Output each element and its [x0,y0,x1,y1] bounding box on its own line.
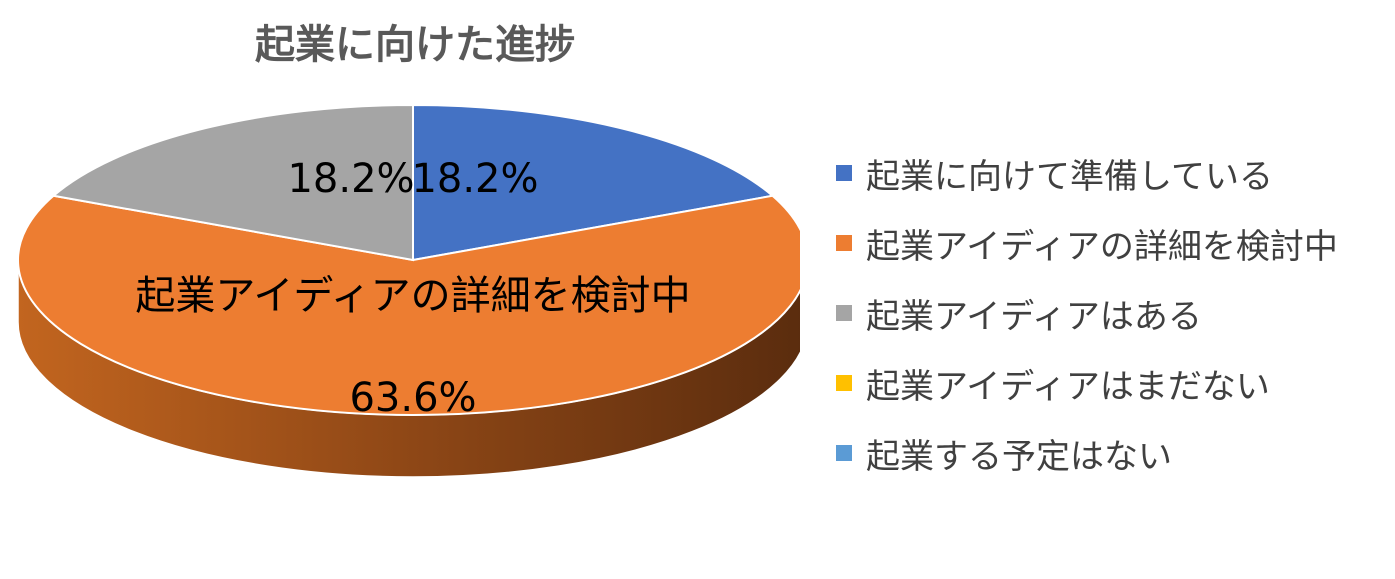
slice-percent-label: 63.6% [349,375,476,421]
legend-swatch [836,305,852,321]
legend-label: 起業アイディアはある [866,296,1202,337]
legend: 起業に向けて準備している 起業アイディアの詳細を検討中 起業アイディアはある 起… [836,138,1338,488]
data-labels: 18.2% 起業アイディアの詳細を検討中 63.6% 18.2% [135,156,690,421]
legend-swatch [836,445,852,461]
slice-percent-label: 18.2% [411,156,538,202]
legend-item[interactable]: 起業アイディアはある [836,278,1338,348]
legend-swatch [836,165,852,181]
slice-percent-label: 18.2% [287,156,414,202]
legend-label: 起業アイディアはまだない [866,366,1270,407]
legend-item[interactable]: 起業アイディアの詳細を検討中 [836,208,1338,278]
legend-label: 起業する予定はない [866,436,1172,477]
legend-label: 起業アイディアの詳細を検討中 [866,226,1338,267]
legend-item[interactable]: 起業に向けて準備している [836,138,1338,208]
pie-chart: 起業に向けた進捗 18.2% 起業アイディアの詳細を検討中 63.6% 18.2% [17,22,800,478]
pie-slice[interactable] [412,103,775,262]
legend-item[interactable]: 起業する予定はない [836,418,1338,488]
legend-swatch [836,235,852,251]
legend-label: 起業に向けて準備している [866,156,1273,197]
pie-slice[interactable] [17,194,800,417]
slice-category-label: 起業アイディアの詳細を検討中 [135,273,690,319]
chart-title: 起業に向けた進捗 [255,22,575,68]
pie-slice[interactable] [51,103,414,262]
pie-slices [17,103,800,417]
legend-swatch [836,375,852,391]
legend-item[interactable]: 起業アイディアはまだない [836,348,1338,418]
